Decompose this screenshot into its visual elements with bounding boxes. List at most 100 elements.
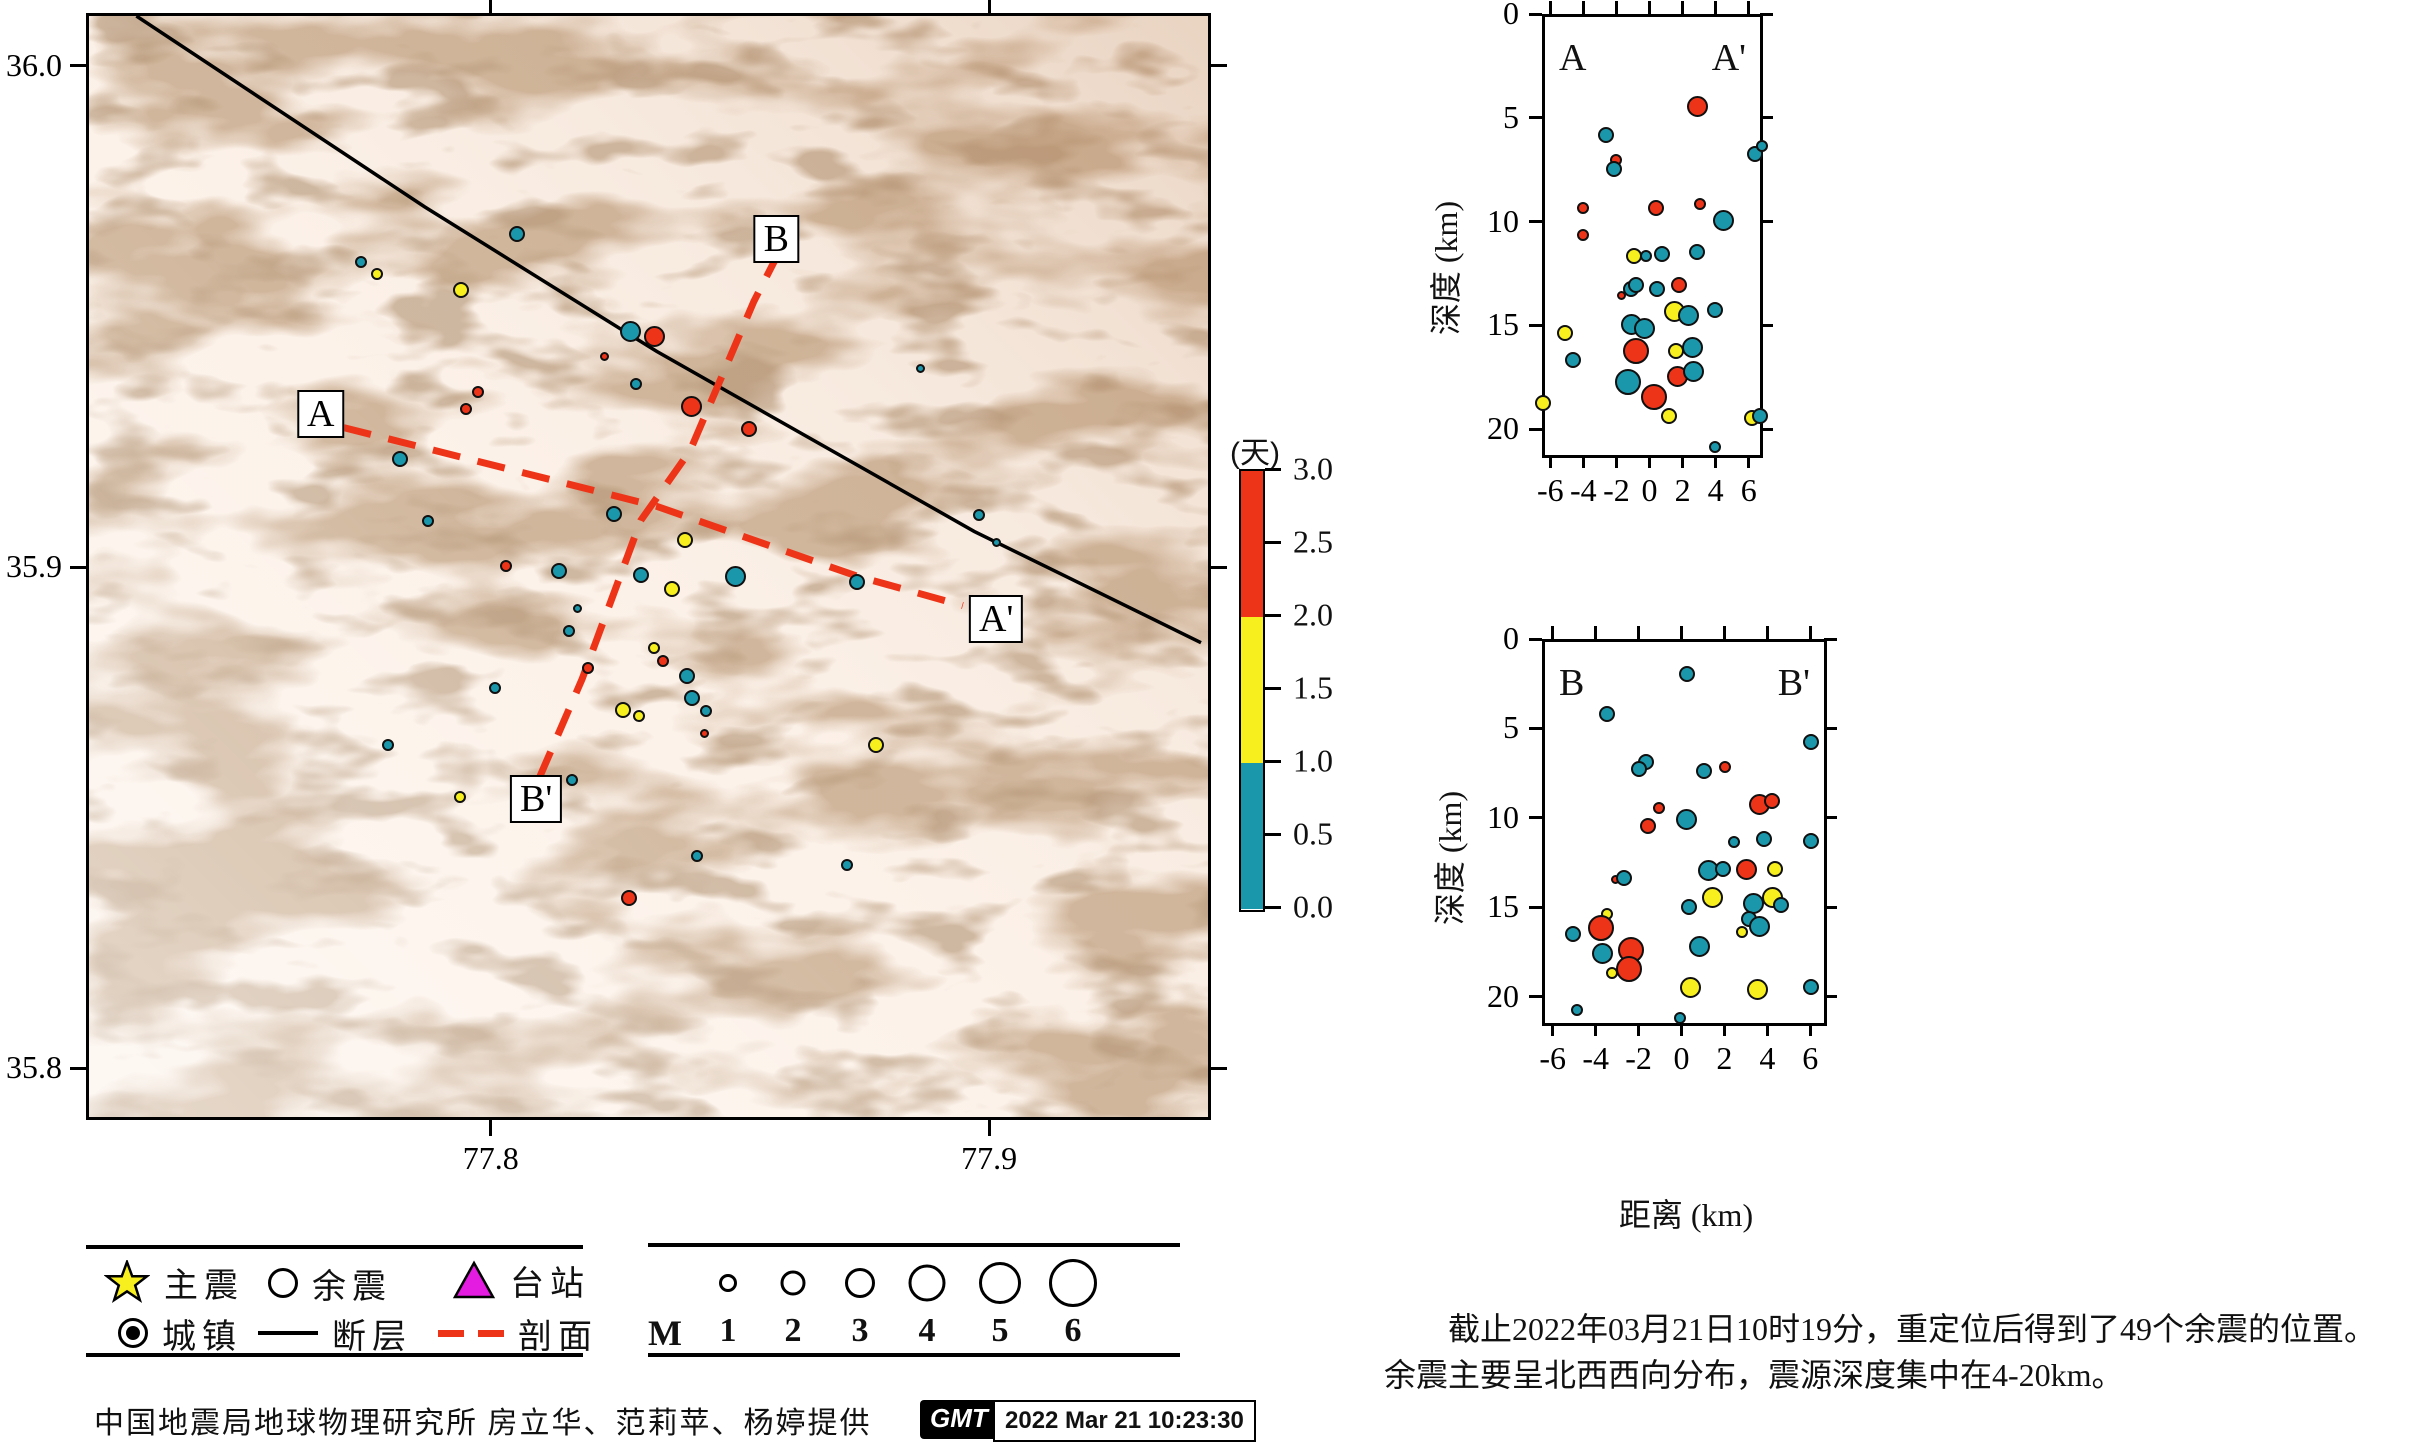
section-A-x-tick-label: 6 — [1740, 472, 1757, 508]
magnitude-circle-2 — [780, 1270, 806, 1296]
section-B-point — [1689, 935, 1711, 957]
section-B-point — [1803, 832, 1820, 849]
section-B-y-tick-label: 5 — [1503, 709, 1519, 746]
map-lat-tick-right — [1211, 565, 1227, 569]
section-A-point — [1614, 369, 1641, 396]
section-A-point — [1639, 249, 1652, 262]
map-lat-tick — [70, 565, 86, 569]
section-B-y-tick — [1529, 995, 1542, 999]
section-A-x-tick-top — [1714, 1, 1718, 14]
colorbar-title: (天) — [1230, 437, 1280, 470]
aftershock-epicenter-dot — [460, 402, 473, 415]
colorbar-segment — [1241, 471, 1263, 617]
section-B-y-tick-label: 15 — [1487, 888, 1519, 925]
section-B-y-tick-right — [1824, 637, 1837, 641]
section-A-x-tick — [1548, 455, 1552, 468]
colorbar — [1239, 469, 1265, 912]
section-A-x-tick — [1581, 455, 1585, 468]
section-A-point — [1649, 280, 1666, 297]
section-A-point — [1678, 305, 1700, 327]
section-b-xlabel: 距离 (km) — [1618, 1197, 1754, 1233]
gmt-logo: GMT — [920, 1400, 998, 1439]
legend-item-town: 城镇 — [118, 1316, 242, 1356]
colorbar-tick — [1265, 613, 1281, 617]
section-A-x-tick — [1747, 455, 1751, 468]
colorbar-tick-label: 3.0 — [1293, 450, 1333, 487]
figure-caption: 截止2022年03月21日10时19分，重定位后得到了49个余震的位置。 余震主… — [1384, 1306, 2404, 1398]
aftershock-epicenter-dot — [381, 739, 394, 752]
aftershock-epicenter-dot — [991, 538, 1001, 548]
magnitude-number-4: 4 — [918, 1312, 936, 1349]
section-B-point — [1605, 966, 1618, 979]
section-B-point — [1736, 925, 1749, 938]
map-panel: A A' B B' — [86, 13, 1211, 1120]
section-A-y-tick-right — [1760, 427, 1773, 431]
aftershock-epicenter-dot — [573, 603, 583, 613]
aftershock-epicenter-dot — [680, 396, 702, 418]
colorbar-tick — [1265, 540, 1281, 544]
section-B-x-tick-top — [1594, 626, 1598, 639]
aftershock-epicenter-dot — [565, 773, 578, 786]
aftershock-epicenter-dot — [562, 625, 575, 638]
map-lat-tick — [70, 64, 86, 68]
gmt-timestamp: 2022 Mar 21 10:23:30 — [993, 1400, 1256, 1442]
magnitude-number-3: 3 — [851, 1312, 869, 1349]
section-B-point — [1715, 861, 1732, 878]
aftershock-epicenter-dot — [644, 325, 666, 347]
section-A-x-tick-label: 2 — [1674, 472, 1691, 508]
legend-item-profile: 剖面 — [438, 1316, 598, 1356]
magnitude-rule-bottom — [648, 1353, 1180, 1357]
section-A-y-tick-right — [1760, 220, 1773, 224]
colorbar-tick-label: 0.0 — [1293, 888, 1333, 925]
map-lat-tick-label: 35.8 — [6, 1049, 62, 1086]
section-B-point — [1719, 761, 1732, 774]
section-B-y-tick — [1529, 816, 1542, 820]
section-B-x-tick — [1722, 1023, 1726, 1036]
legend-label-town: 城镇 — [162, 1318, 242, 1356]
section-A-point — [1661, 407, 1678, 424]
section-A-y-tick — [1529, 427, 1542, 431]
section-B-point — [1727, 836, 1740, 849]
aftershock-epicenter-dot — [454, 790, 467, 803]
aftershock-epicenter-dot — [740, 420, 757, 437]
section-B-point — [1564, 925, 1581, 942]
terrain-hillshade-image — [89, 16, 1208, 1117]
section-B-point — [1766, 861, 1783, 878]
section-A-x-tick-label: -6 — [1536, 472, 1564, 508]
colorbar-tick — [1265, 832, 1281, 836]
section-A-x-tick-label: 0 — [1641, 472, 1658, 508]
section-B-point — [1755, 830, 1772, 847]
section-A-point — [1556, 324, 1573, 341]
section-A-point — [1681, 336, 1703, 358]
magnitude-number-6: 6 — [1064, 1312, 1082, 1349]
section-B-x-tick-label: 2 — [1716, 1040, 1733, 1076]
section-B-point — [1678, 666, 1695, 683]
section-A-y-tick — [1529, 116, 1542, 120]
section-B-x-tick-label: -6 — [1539, 1040, 1567, 1076]
section-B-x-tick-label: -2 — [1625, 1040, 1652, 1076]
section-B-y-tick-right — [1824, 816, 1837, 820]
map-lon-tick-label: 77.9 — [961, 1140, 1018, 1176]
section-B-point — [1680, 898, 1697, 915]
aftershock-epicenter-dot — [471, 385, 484, 398]
map-lat-tick-label: 36.0 — [6, 46, 62, 83]
section-A-x-tick-label: -2 — [1603, 472, 1630, 508]
aftershock-epicenter-dot — [973, 508, 986, 521]
section-A-y-tick-label: 15 — [1487, 306, 1519, 343]
magnitude-number-1: 1 — [719, 1312, 737, 1349]
caption-line-2: 余震主要呈北西西向分布，震源深度集中在4-20km。 — [1384, 1357, 2124, 1393]
section-A-point — [1647, 199, 1664, 216]
mainshock-star-icon — [104, 1260, 150, 1304]
section-B-point — [1616, 870, 1633, 887]
aftershock-epicenter-dot — [684, 690, 701, 707]
aftershock-epicenter-dot — [841, 858, 854, 871]
aftershock-epicenter-dot — [915, 363, 925, 373]
colorbar-tick-label: 0.5 — [1293, 815, 1333, 852]
legend-label-mainshock: 主震 — [164, 1267, 244, 1305]
fault-line-icon — [258, 1331, 318, 1335]
section-B-point — [1587, 915, 1614, 942]
section-A-point — [1598, 127, 1615, 144]
attribution-text: 中国地震局地球物理研究所 房立华、范莉苹、杨婷提供 — [94, 1407, 872, 1440]
section-A-point — [1606, 160, 1623, 177]
colorbar-tick-label: 1.0 — [1293, 742, 1333, 779]
